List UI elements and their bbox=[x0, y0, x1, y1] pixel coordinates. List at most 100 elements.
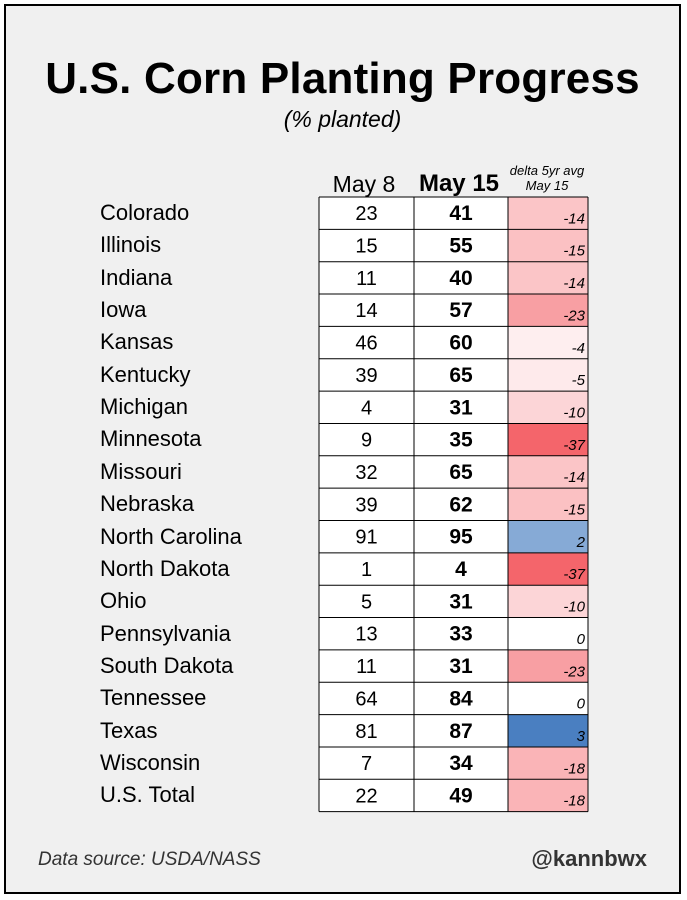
may8-value: 11 bbox=[356, 268, 377, 290]
state-label: Colorado bbox=[100, 200, 190, 225]
may8-value: 91 bbox=[355, 527, 377, 549]
may8-value: 5 bbox=[361, 591, 372, 613]
may15-cell bbox=[414, 746, 508, 780]
delta-value: -14 bbox=[563, 210, 585, 227]
may15-cell bbox=[414, 552, 508, 586]
may8-cell bbox=[319, 714, 414, 747]
may15-value: 57 bbox=[449, 299, 472, 322]
may8-value: 22 bbox=[355, 785, 377, 807]
may8-value: 64 bbox=[355, 688, 377, 710]
state-label: Wisconsin bbox=[100, 749, 201, 775]
may15-cell bbox=[414, 585, 508, 618]
delta-cell bbox=[508, 391, 588, 424]
state-label: Pennsylvania bbox=[100, 620, 231, 646]
column-header-may15: May 15 bbox=[418, 170, 500, 197]
state-label: Michigan bbox=[100, 394, 189, 420]
may15-cell bbox=[414, 197, 508, 230]
may15-cell bbox=[414, 229, 508, 262]
may8-value: 14 bbox=[355, 300, 377, 322]
delta-value: -15 bbox=[563, 502, 585, 519]
may8-cell bbox=[319, 488, 414, 521]
may15-cell bbox=[414, 488, 508, 521]
delta-value: -5 bbox=[572, 372, 586, 389]
may8-cell bbox=[319, 617, 414, 650]
may8-cell bbox=[319, 585, 414, 618]
may8-cell bbox=[319, 229, 414, 262]
may15-value: 40 bbox=[449, 267, 472, 290]
delta-cell bbox=[508, 261, 588, 295]
state-label: South Dakota bbox=[100, 652, 234, 678]
may15-cell bbox=[414, 261, 508, 295]
may15-value: 49 bbox=[449, 784, 472, 807]
may15-cell bbox=[414, 682, 508, 715]
may8-cell bbox=[319, 520, 414, 553]
may8-cell bbox=[319, 294, 414, 327]
may15-cell bbox=[414, 423, 508, 456]
state-label: Kentucky bbox=[100, 361, 191, 387]
state-label: U.S. Total bbox=[100, 782, 195, 808]
may8-value: 32 bbox=[355, 462, 377, 484]
chart-title: U.S. Corn Planting Progress bbox=[45, 54, 640, 103]
may15-value: 87 bbox=[449, 720, 472, 743]
may15-value: 84 bbox=[449, 687, 473, 710]
may8-cell bbox=[319, 423, 414, 456]
may8-cell bbox=[319, 649, 414, 683]
data-source-note: Data source: USDA/NASS bbox=[38, 849, 261, 870]
may15-value: 95 bbox=[449, 526, 473, 549]
state-label: Kansas bbox=[100, 329, 174, 355]
may15-value: 41 bbox=[449, 202, 473, 225]
delta-cell bbox=[508, 552, 588, 586]
may15-cell bbox=[414, 617, 508, 650]
delta-value: -37 bbox=[563, 437, 585, 454]
delta-cell bbox=[508, 649, 588, 683]
state-label: Texas bbox=[100, 717, 158, 743]
state-label: Indiana bbox=[100, 264, 173, 290]
delta-value: -10 bbox=[563, 599, 585, 616]
may15-value: 31 bbox=[449, 590, 473, 613]
delta-value: -14 bbox=[563, 275, 585, 292]
may8-cell bbox=[319, 197, 414, 230]
state-label: Missouri bbox=[100, 458, 182, 484]
may8-value: 81 bbox=[355, 721, 377, 743]
may15-value: 31 bbox=[449, 655, 473, 678]
may8-cell bbox=[319, 682, 414, 715]
may8-value: 9 bbox=[361, 430, 372, 452]
delta-value: -18 bbox=[563, 793, 585, 810]
delta-cell bbox=[508, 520, 588, 553]
may8-value: 4 bbox=[361, 397, 372, 419]
may15-value: 33 bbox=[449, 623, 472, 646]
may15-value: 4 bbox=[455, 558, 467, 581]
state-label: Nebraska bbox=[100, 491, 195, 517]
may8-value: 15 bbox=[355, 236, 377, 258]
may15-cell bbox=[414, 358, 508, 392]
may8-cell bbox=[319, 326, 414, 359]
state-label: North Carolina bbox=[100, 523, 242, 549]
state-label: Illinois bbox=[100, 232, 162, 258]
delta-cell bbox=[508, 714, 588, 747]
state-label: Ohio bbox=[100, 588, 147, 614]
may15-value: 35 bbox=[449, 429, 473, 452]
may8-cell bbox=[319, 261, 414, 295]
may8-value: 1 bbox=[361, 559, 372, 581]
may8-value: 7 bbox=[361, 753, 372, 775]
delta-value: -10 bbox=[563, 404, 585, 421]
may15-value: 60 bbox=[449, 332, 472, 355]
delta-cell bbox=[508, 455, 588, 489]
may8-value: 39 bbox=[355, 494, 377, 516]
may15-value: 62 bbox=[449, 493, 472, 516]
delta-cell bbox=[508, 326, 588, 359]
may8-cell bbox=[319, 455, 414, 489]
delta-cell bbox=[508, 229, 588, 262]
delta-cell bbox=[508, 617, 588, 650]
may15-value: 31 bbox=[449, 396, 473, 419]
author-handle: @kannbwx bbox=[531, 846, 647, 871]
may8-value: 13 bbox=[355, 624, 377, 646]
delta-cell bbox=[508, 682, 588, 715]
may8-value: 39 bbox=[355, 365, 377, 387]
delta-value: -14 bbox=[563, 469, 585, 486]
delta-value: -23 bbox=[563, 307, 585, 324]
may8-value: 23 bbox=[355, 203, 377, 225]
may8-cell bbox=[319, 779, 414, 812]
may15-cell bbox=[414, 455, 508, 489]
delta-value: -23 bbox=[563, 663, 585, 680]
